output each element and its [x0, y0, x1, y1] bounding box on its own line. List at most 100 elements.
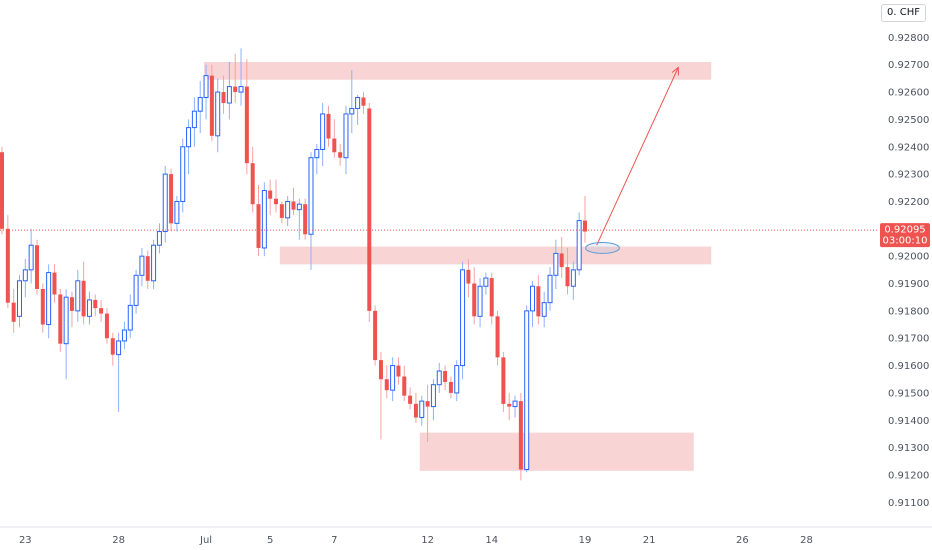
- candle-body-up: [477, 285, 483, 317]
- candle-body-down: [279, 204, 284, 218]
- candle-body-down: [559, 253, 564, 268]
- candle-body-down: [99, 308, 104, 314]
- candle-body-up: [296, 203, 302, 211]
- candle-body-down: [332, 138, 337, 153]
- candle-body-up: [576, 220, 582, 271]
- time-axis-label: 19: [579, 535, 592, 546]
- price-axis-label: 0.91500: [888, 388, 929, 399]
- candle-body-down: [472, 283, 477, 317]
- candle-body-up: [553, 252, 559, 276]
- current-price-label: 0.92095: [884, 225, 925, 236]
- bottom-support-zone: [419, 432, 694, 471]
- price-axis-label: 0.92200: [888, 197, 929, 208]
- price-axis-label: 0.91300: [888, 443, 929, 454]
- candle-body-down: [110, 338, 115, 355]
- candle-body-down: [34, 245, 39, 289]
- candle-body-down: [402, 376, 407, 396]
- price-axis-label: 0.91200: [888, 470, 929, 481]
- candle-body-up: [238, 86, 244, 93]
- candle-body-up: [308, 157, 314, 235]
- candle-body-up: [436, 370, 442, 386]
- projection-arrow-head: [671, 66, 679, 76]
- candle-body-down: [373, 310, 378, 361]
- time-axis-label: 12: [421, 535, 434, 546]
- candle-body-down: [209, 75, 214, 136]
- candle-body-up: [156, 231, 162, 246]
- candle-body-down: [268, 190, 273, 199]
- time-axis-label: 28: [800, 535, 813, 546]
- candle-body-up: [512, 400, 518, 408]
- candle-body-up: [162, 173, 168, 233]
- candle-body-down: [256, 204, 261, 248]
- countdown-label: 03:00:10: [883, 236, 928, 247]
- candle-body-up: [430, 384, 436, 408]
- candle-body-down: [58, 294, 63, 344]
- candle-body-down: [413, 403, 418, 418]
- candle-body-down: [583, 220, 587, 232]
- candle-body-up: [285, 200, 291, 219]
- candle-body-down: [52, 272, 57, 295]
- price-axis-label: 0.92700: [888, 60, 929, 71]
- time-axis[interactable]: 23 28 Jul 5 7 12 14 19 21 26 28: [0, 526, 932, 546]
- candle-body-down: [501, 357, 506, 404]
- time-axis-label: 23: [19, 535, 32, 546]
- candle-body-up: [483, 277, 489, 287]
- candle-body-down: [361, 97, 366, 106]
- candle-body-up: [355, 97, 361, 109]
- time-axis-label: Jul: [199, 535, 212, 546]
- time-axis-label: 28: [112, 535, 125, 546]
- price-axis-label: 0.91600: [888, 361, 929, 372]
- candle-body-up: [390, 365, 396, 391]
- candle-body-up: [524, 310, 530, 471]
- candle-body-up: [460, 269, 466, 367]
- candle-body-up: [314, 148, 320, 159]
- time-axis-label: 7: [331, 535, 337, 546]
- candle-body-down: [489, 278, 494, 317]
- candle-body-up: [63, 296, 69, 345]
- current-price-badge: 0.92095 03:00:10: [880, 223, 930, 248]
- candle-body-down: [0, 152, 4, 229]
- current-price-badge-bg: [880, 223, 930, 248]
- time-axis-label: 21: [643, 535, 656, 546]
- time-axis-label: 5: [267, 535, 273, 546]
- price-axis-label: 0.92800: [888, 33, 929, 44]
- price-axis-label: 0.92300: [888, 170, 929, 181]
- candle-body-down: [81, 280, 86, 317]
- currency-button[interactable]: 0. CHF: [881, 4, 926, 22]
- candle-body-up: [116, 340, 122, 356]
- candle-body-down: [5, 228, 10, 303]
- candle-body-up: [174, 200, 180, 224]
- price-axis-background: [878, 0, 932, 526]
- candle-body-down: [425, 401, 430, 407]
- retest-ellipse: [585, 241, 620, 254]
- candle-body-down: [326, 113, 331, 139]
- candle-body-up: [197, 97, 203, 112]
- candle-body-down: [408, 395, 413, 404]
- candle-body-down: [244, 86, 249, 164]
- candle-body-up: [349, 107, 355, 115]
- price-axis-label: 0.91800: [888, 306, 929, 317]
- candle-body-up: [226, 86, 232, 104]
- price-axis-label: 0.92400: [888, 142, 929, 153]
- candle-body-up: [22, 269, 28, 282]
- time-axis-label: 14: [485, 535, 498, 546]
- candle-body-up: [343, 113, 349, 159]
- candle-body-down: [69, 297, 74, 311]
- candle-body-up: [75, 280, 81, 312]
- candle-body-down: [233, 86, 238, 93]
- candle-body-up: [261, 190, 267, 249]
- time-axis-label: 26: [736, 535, 749, 546]
- support-flip-zone: [279, 246, 712, 265]
- candle-body-down: [536, 286, 541, 317]
- candle-body-down: [274, 198, 279, 205]
- candle-body-up: [86, 299, 92, 317]
- price-zones: [204, 61, 712, 471]
- candle-body-down: [303, 204, 308, 235]
- candle-body-up: [547, 274, 553, 304]
- candle-body-down: [250, 163, 255, 205]
- price-axis[interactable]: 0.92800 0.92700 0.92600 0.92500 0.92400 0.923…: [878, 0, 932, 526]
- candle-body-up: [320, 113, 326, 150]
- candle-body-down: [11, 302, 16, 322]
- candle-body-up: [127, 304, 133, 331]
